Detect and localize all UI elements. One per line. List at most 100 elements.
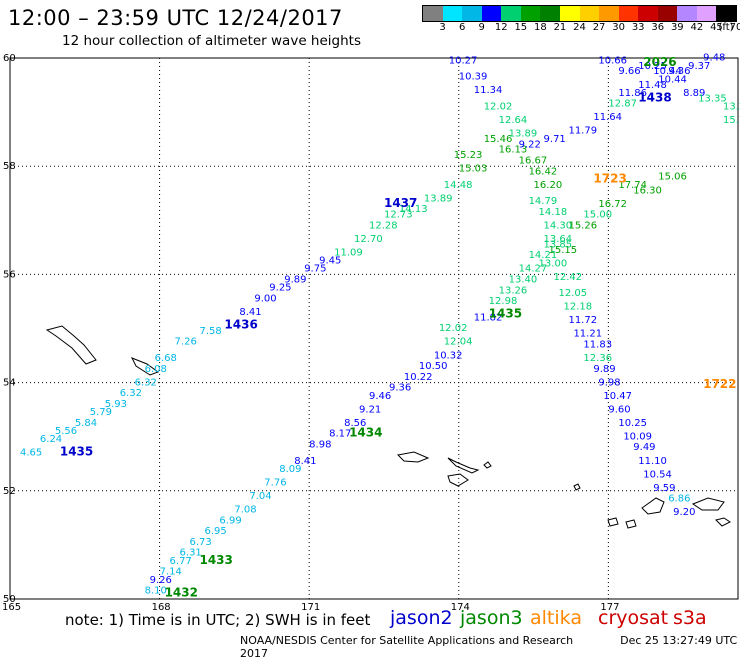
swh-value: 12.05: [558, 288, 587, 299]
island-adak: [641, 497, 665, 515]
island-small-1: [607, 517, 619, 527]
swh-value: 9.36: [668, 66, 690, 77]
swh-value: 10.25: [618, 418, 647, 429]
swh-value: 4.65: [20, 448, 42, 459]
swh-value: 14.21: [529, 250, 558, 261]
swh-value: 14.79: [529, 196, 558, 207]
swh-value: 7.58: [199, 326, 221, 337]
lon-tick-label: 174: [451, 602, 470, 613]
swh-value: 16.72: [598, 199, 627, 210]
colorbar-label: 36: [651, 22, 665, 33]
swh-value: 6.24: [40, 434, 62, 445]
swh-value: 7.26: [175, 337, 197, 348]
colorbar-swatch: [462, 6, 482, 21]
swh-value: 8.56: [344, 418, 366, 429]
swh-value: 9.59: [653, 483, 675, 494]
swh-value: 7.76: [264, 477, 286, 488]
swh-value: 13.89: [509, 128, 538, 139]
island-shemya: [130, 357, 160, 376]
wave-height-colorbar: [422, 5, 737, 22]
swh-value: 10.25: [638, 61, 667, 72]
colorbar-swatch: [540, 6, 560, 21]
swh-value: 12.98: [489, 296, 518, 307]
colorbar-swatch: [423, 6, 443, 21]
colorbar-label: 6: [458, 22, 466, 33]
legend-altika: altika: [530, 607, 582, 629]
pass-label-altika: 1723: [593, 171, 626, 185]
swh-value: 6.32: [120, 388, 142, 399]
swh-value: 11.21: [573, 329, 602, 340]
pass-label-jason2: 1436: [224, 318, 257, 332]
swh-value: 6.08: [145, 364, 167, 375]
swh-value: 9.71: [544, 134, 566, 145]
colorbar-label: 30: [612, 22, 625, 33]
pass-label-jason3: 2026: [643, 55, 676, 69]
pass-label-jason2: 1437: [384, 196, 417, 210]
swh-value: 10.47: [603, 391, 632, 402]
swh-value: 9.21: [359, 404, 381, 415]
swh-value: 9.66: [618, 66, 640, 77]
lat-tick-label: 50: [3, 594, 16, 605]
colorbar-swatch: [501, 6, 521, 21]
colorbar-swatch: [481, 6, 502, 21]
lat-tick-label: 52: [3, 486, 16, 497]
colorbar-label: 21: [553, 22, 567, 33]
swh-value: 8.98: [309, 440, 331, 451]
colorbar-label: 39: [670, 22, 684, 33]
swh-value: 12.02: [439, 323, 468, 334]
island-semisopochnoi: [483, 461, 492, 469]
lon-tick-label: 177: [600, 602, 619, 613]
track-pass-1432-1433-1434: 8.109.267.146.776.316.736.956.997.08 7.04…: [145, 172, 687, 597]
swh-value: 16.20: [534, 180, 563, 191]
map-frame: [9, 57, 739, 600]
swh-value: 11.34: [474, 85, 503, 96]
swh-value: 12.64: [499, 115, 528, 126]
altimeter-tracks: 4.656.245.565.845.795.936.326.326.086.68…: [20, 53, 740, 597]
swh-value: 11.82: [474, 312, 503, 323]
swh-value: 8.17: [329, 429, 351, 440]
lat-tick-label: 56: [3, 269, 16, 280]
pass-label-jason3: 1433: [199, 553, 232, 567]
swh-value: 14.30: [544, 220, 573, 231]
swh-value: 11.10: [638, 456, 667, 467]
swh-value: 11.83: [583, 339, 612, 350]
pass-label-jason3: 1435: [489, 307, 522, 321]
swh-value: 14.27: [519, 264, 548, 275]
swh-value: 10.54: [643, 469, 672, 480]
swh-value: 12.42: [554, 272, 583, 283]
pass-label-jason2: 1438: [638, 90, 671, 104]
footer-note: note: 1) Time is in UTC; 2) SWH is in fe…: [65, 611, 371, 629]
colorbar-label: 45: [710, 22, 723, 33]
swh-value: 12.02: [484, 101, 513, 112]
coastline: [45, 325, 731, 529]
swh-value: 9.45: [319, 256, 341, 267]
swh-value: 9.49: [633, 442, 655, 453]
swh-value: 7.08: [234, 504, 256, 515]
swh-value: 16.30: [633, 185, 662, 196]
colorbar-swatch: [657, 6, 678, 21]
swh-value: 14.13: [399, 204, 428, 215]
legend-jason3: jason3: [460, 607, 523, 629]
swh-value: 15.46: [484, 134, 513, 145]
swh-value: 12.04: [444, 337, 473, 348]
swh-value: 9.89: [593, 364, 615, 375]
swh-value: 12.87: [608, 99, 637, 110]
pass-label-jason3: 1432: [165, 585, 198, 599]
swh-value: 12.70: [354, 234, 383, 245]
swh-value: 9.37: [688, 61, 710, 72]
swh-value: 15.03: [459, 164, 488, 175]
swh-value: 15.75: [723, 115, 740, 126]
credit-text: NOAA/NESDIS Center for Satellite Applica…: [240, 634, 574, 647]
swh-value: 9.75: [304, 264, 326, 275]
swh-value: 10.66: [598, 55, 627, 66]
swh-value: 11.48: [638, 80, 667, 91]
swh-value: 12.36: [583, 353, 612, 364]
swh-value: 11.64: [593, 112, 622, 123]
island-tanaga: [447, 473, 469, 487]
swh-value: 8.09: [279, 464, 301, 475]
swh-value: 13.35: [698, 93, 727, 104]
swh-value: 17.74: [618, 180, 647, 191]
swh-value: 9.20: [673, 507, 695, 518]
swh-value: 10.32: [434, 350, 463, 361]
swh-value: 6.86: [668, 494, 690, 505]
